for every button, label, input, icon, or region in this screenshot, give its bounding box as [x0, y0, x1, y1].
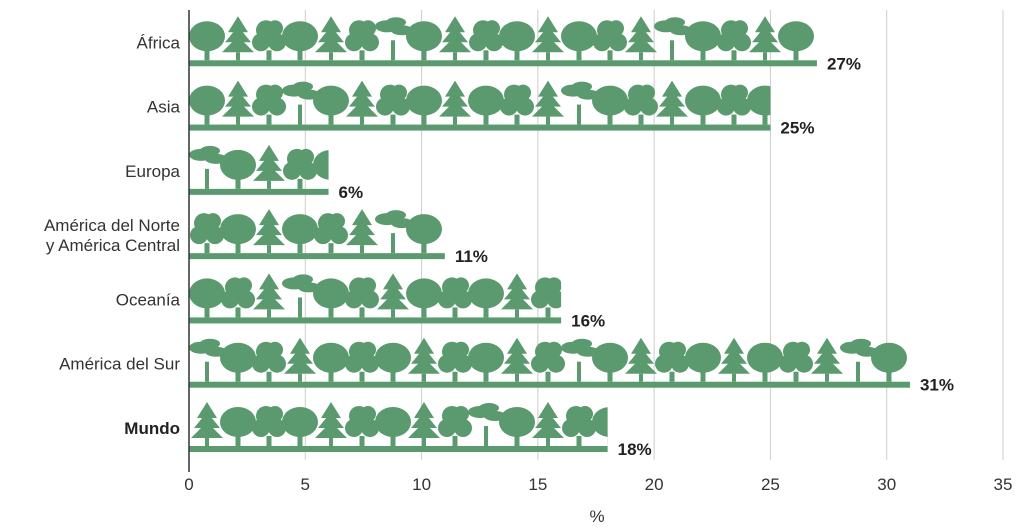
- bar-value-label: 25%: [780, 119, 814, 138]
- category-label: Mundo: [124, 419, 180, 438]
- category-label: y América Central: [46, 236, 180, 255]
- bar-value-label: 11%: [455, 247, 488, 266]
- bar: [189, 402, 608, 452]
- bar-value-label: 27%: [827, 54, 861, 73]
- bar: [189, 337, 910, 388]
- x-tick-label: 0: [184, 475, 193, 494]
- bar: [189, 209, 445, 260]
- x-tick-label: 25: [761, 475, 780, 494]
- category-label: América del Sur: [59, 355, 180, 374]
- bar-value-label: 18%: [618, 440, 652, 459]
- x-tick-label: 30: [877, 475, 896, 494]
- x-tick-label: 20: [645, 475, 664, 494]
- x-tick-label: 10: [412, 475, 431, 494]
- bars: [189, 16, 910, 452]
- gridlines: [304, 10, 1004, 460]
- category-label: Europa: [125, 162, 180, 181]
- bar-value-label: 31%: [920, 376, 954, 395]
- bar-value-label: 16%: [571, 311, 605, 330]
- category-label: Asia: [147, 98, 181, 117]
- bar: [189, 80, 771, 131]
- category-label: Oceanía: [116, 290, 181, 309]
- category-label: América del Norte: [44, 216, 180, 235]
- bar: [189, 16, 817, 67]
- x-tick-label: 15: [528, 475, 547, 494]
- labels: 27% África 25% Asia 6% Europa 11% América del N…: [44, 33, 954, 459]
- x-axis-ticks: 0 5 10 15 20 25 30 35: [184, 475, 1012, 494]
- bar: [189, 273, 562, 324]
- bar: [189, 144, 329, 195]
- category-label: África: [137, 33, 181, 52]
- bar-value-label: 6%: [339, 183, 364, 202]
- x-axis-title: %: [589, 507, 604, 526]
- x-tick-label: 35: [994, 475, 1013, 494]
- x-tick-label: 5: [301, 475, 310, 494]
